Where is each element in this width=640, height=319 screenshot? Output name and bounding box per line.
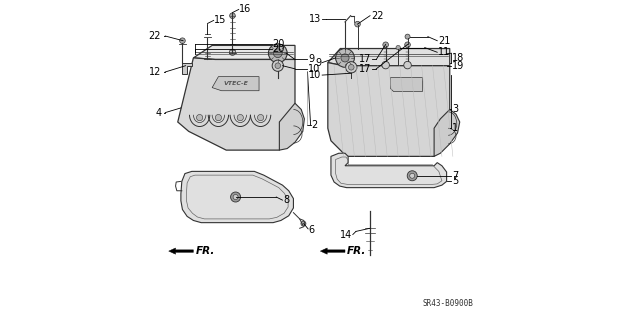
- Circle shape: [237, 115, 243, 121]
- Circle shape: [382, 61, 389, 69]
- Text: 3: 3: [452, 105, 458, 115]
- Polygon shape: [193, 45, 295, 59]
- Circle shape: [272, 60, 284, 71]
- Text: 9: 9: [316, 58, 321, 68]
- Circle shape: [404, 61, 412, 69]
- Circle shape: [180, 38, 185, 43]
- Circle shape: [230, 192, 241, 202]
- Polygon shape: [320, 248, 345, 254]
- Text: 18: 18: [452, 53, 464, 63]
- Text: FR.: FR.: [196, 246, 215, 256]
- Text: 6: 6: [308, 225, 315, 235]
- Polygon shape: [169, 248, 193, 254]
- Circle shape: [341, 54, 349, 62]
- Circle shape: [215, 115, 221, 121]
- Polygon shape: [212, 77, 259, 91]
- Polygon shape: [434, 109, 460, 156]
- Circle shape: [275, 63, 280, 69]
- Circle shape: [230, 13, 236, 19]
- Circle shape: [405, 34, 410, 39]
- Circle shape: [355, 21, 360, 27]
- Text: 16: 16: [239, 4, 252, 14]
- Polygon shape: [181, 171, 293, 223]
- Text: 13: 13: [309, 14, 321, 24]
- Circle shape: [229, 49, 236, 56]
- Polygon shape: [390, 77, 422, 91]
- Text: 1: 1: [452, 123, 458, 133]
- Polygon shape: [182, 63, 192, 73]
- Text: 7: 7: [452, 171, 458, 181]
- Text: SR43-B0900B: SR43-B0900B: [422, 299, 473, 308]
- Text: 19: 19: [452, 61, 464, 71]
- Circle shape: [335, 48, 355, 67]
- Polygon shape: [279, 103, 305, 150]
- Text: 17: 17: [358, 55, 371, 64]
- Polygon shape: [178, 58, 295, 150]
- Circle shape: [346, 62, 357, 73]
- Text: 8: 8: [283, 195, 289, 205]
- Circle shape: [301, 221, 306, 226]
- Text: 20: 20: [272, 43, 285, 54]
- Circle shape: [404, 42, 410, 48]
- Text: 5: 5: [452, 176, 458, 186]
- Circle shape: [233, 195, 238, 199]
- Polygon shape: [328, 48, 450, 66]
- Circle shape: [257, 115, 264, 121]
- Text: 10: 10: [309, 70, 321, 80]
- Circle shape: [273, 49, 282, 58]
- Circle shape: [383, 42, 388, 48]
- Text: 12: 12: [149, 67, 161, 77]
- Text: VTEC-E: VTEC-E: [223, 81, 248, 86]
- Circle shape: [407, 171, 417, 181]
- Text: FR.: FR.: [347, 246, 367, 256]
- Text: 21: 21: [438, 36, 450, 46]
- Text: 22: 22: [148, 31, 161, 41]
- Text: 10: 10: [308, 64, 321, 74]
- Circle shape: [196, 115, 203, 121]
- Text: 20: 20: [272, 39, 285, 49]
- Polygon shape: [331, 153, 447, 188]
- Text: 22: 22: [371, 11, 383, 21]
- Text: 17: 17: [358, 64, 371, 74]
- Circle shape: [268, 44, 287, 63]
- Text: 14: 14: [340, 230, 352, 240]
- Circle shape: [410, 173, 415, 178]
- Text: 9: 9: [308, 55, 314, 64]
- Text: 4: 4: [155, 108, 161, 118]
- Polygon shape: [328, 63, 450, 156]
- Text: 11: 11: [438, 47, 450, 57]
- Text: 2: 2: [311, 120, 317, 130]
- Circle shape: [348, 64, 354, 70]
- Text: 15: 15: [214, 15, 227, 26]
- Circle shape: [396, 45, 401, 50]
